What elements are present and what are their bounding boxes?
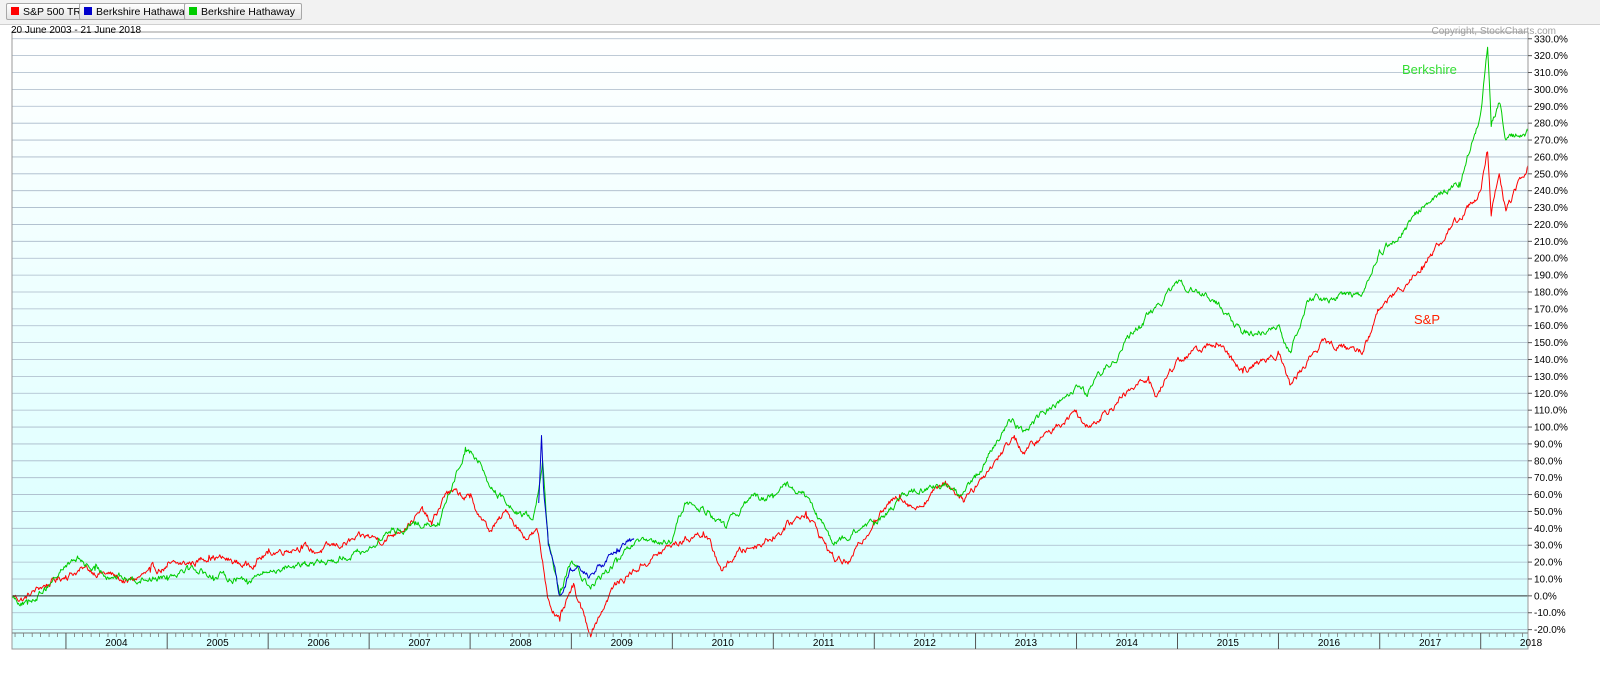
legend-item-berkshire-blue[interactable]: Berkshire Hathaway bbox=[79, 3, 197, 20]
y-tick-label: 80.0% bbox=[1534, 456, 1562, 467]
x-tick-label: 2005 bbox=[206, 638, 229, 649]
y-tick-label: 50.0% bbox=[1534, 507, 1562, 518]
y-tick-label: 210.0% bbox=[1534, 237, 1568, 248]
annotation-sp: S&P bbox=[1414, 312, 1441, 327]
y-tick-label: 180.0% bbox=[1534, 287, 1568, 298]
x-tick-label: 2017 bbox=[1419, 638, 1442, 649]
legend-item-berkshire-green[interactable]: Berkshire Hathaway bbox=[184, 3, 302, 20]
y-tick-label: 20.0% bbox=[1534, 558, 1562, 569]
x-tick-label: 2008 bbox=[509, 638, 532, 649]
y-tick-label: 230.0% bbox=[1534, 203, 1568, 214]
legend-label-sp500: S&P 500 TR bbox=[23, 6, 81, 18]
y-tick-label: 10.0% bbox=[1534, 574, 1562, 585]
y-tick-label: 160.0% bbox=[1534, 321, 1568, 332]
y-tick-label: 260.0% bbox=[1534, 152, 1568, 163]
legend-swatch-berkshire-blue bbox=[84, 7, 92, 15]
y-tick-label: 190.0% bbox=[1534, 271, 1568, 282]
y-axis: -20.0% -10.0% 0.0% 10.0% 20.0% 30.0% 40.0% 50.0… bbox=[1528, 34, 1568, 636]
y-tick-label: 30.0% bbox=[1534, 541, 1562, 552]
y-tick-label: 220.0% bbox=[1534, 220, 1568, 231]
y-tick-label: 0.0% bbox=[1534, 591, 1557, 602]
x-tick-label: 2012 bbox=[914, 638, 937, 649]
x-tick-label: 2015 bbox=[1217, 638, 1240, 649]
y-tick-label: 330.0% bbox=[1534, 34, 1568, 45]
y-tick-label: 300.0% bbox=[1534, 85, 1568, 96]
y-tick-label: 120.0% bbox=[1534, 389, 1568, 400]
y-tick-label: 150.0% bbox=[1534, 338, 1568, 349]
y-tick-label: 280.0% bbox=[1534, 119, 1568, 130]
legend-swatch-berkshire-green bbox=[189, 7, 197, 15]
series-line-1 bbox=[11, 46, 1529, 607]
annotation-berkshire: Berkshire bbox=[1402, 62, 1457, 77]
y-tick-label: 140.0% bbox=[1534, 355, 1568, 366]
y-tick-label: 40.0% bbox=[1534, 524, 1562, 535]
y-tick-label: 240.0% bbox=[1534, 186, 1568, 197]
series-line-2 bbox=[538, 435, 635, 597]
y-tick-label: 310.0% bbox=[1534, 68, 1568, 79]
plot-background bbox=[12, 32, 1528, 649]
legend-label-berkshire-blue: Berkshire Hathaway bbox=[96, 6, 190, 18]
x-tick-label: 2013 bbox=[1015, 638, 1038, 649]
y-tick-label: 110.0% bbox=[1534, 406, 1567, 417]
legend-label-berkshire-green: Berkshire Hathaway bbox=[201, 6, 295, 18]
x-tick-label: 2014 bbox=[1116, 638, 1139, 649]
copyright-label: Copyright, StockCharts.com bbox=[1431, 26, 1557, 37]
x-tick-label: 2006 bbox=[307, 638, 330, 649]
x-tick-label: 2016 bbox=[1318, 638, 1341, 649]
x-tick-label: 2010 bbox=[712, 638, 735, 649]
y-tick-label: 250.0% bbox=[1534, 169, 1568, 180]
x-tick-label: 2007 bbox=[408, 638, 431, 649]
date-range-label: 20 June 2003 - 21 June 2018 bbox=[11, 25, 142, 36]
y-tick-label: -20.0% bbox=[1534, 625, 1566, 636]
y-tick-label: 90.0% bbox=[1534, 439, 1562, 450]
y-tick-label: 130.0% bbox=[1534, 372, 1568, 383]
y-tick-label: 70.0% bbox=[1534, 473, 1562, 484]
series-lines bbox=[11, 46, 1529, 638]
x-tick-label: 2009 bbox=[611, 638, 634, 649]
x-tick-label: 2004 bbox=[105, 638, 128, 649]
x-tick-label: 2011 bbox=[813, 638, 835, 649]
y-tick-label: -10.0% bbox=[1534, 608, 1566, 619]
grid bbox=[12, 38, 1528, 631]
y-tick-label: 60.0% bbox=[1534, 490, 1562, 501]
x-tick-label: 2018 bbox=[1520, 638, 1543, 649]
y-tick-label: 170.0% bbox=[1534, 304, 1568, 315]
y-tick-label: 320.0% bbox=[1534, 51, 1568, 62]
y-tick-label: 270.0% bbox=[1534, 136, 1568, 147]
legend-swatch-sp500 bbox=[11, 7, 19, 15]
y-tick-label: 290.0% bbox=[1534, 102, 1568, 113]
series-line-0 bbox=[11, 151, 1529, 638]
y-tick-label: 100.0% bbox=[1534, 423, 1568, 434]
y-tick-label: 200.0% bbox=[1534, 254, 1568, 265]
x-axis: 2004 2005 2006 2007 2008 2009 2010 2011 2012 2013… bbox=[12, 632, 1543, 649]
plot-border bbox=[11, 31, 1529, 650]
